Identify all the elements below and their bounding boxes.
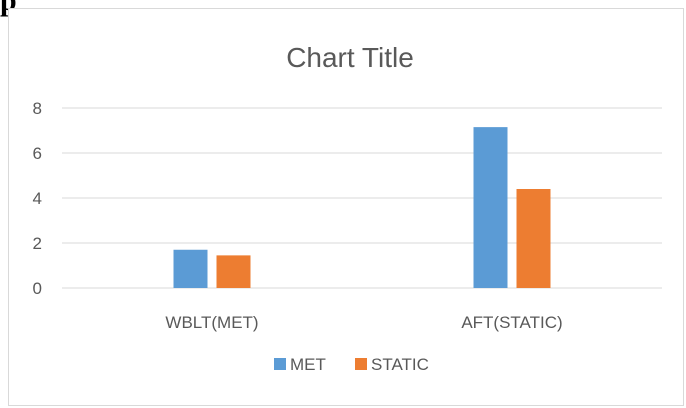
- y-axis-ticks: 0 2 4 6 8: [33, 99, 42, 298]
- gridlines: [62, 107, 662, 289]
- legend-label-static: STATIC: [371, 355, 429, 374]
- bars: [173, 127, 551, 288]
- category-labels: WBLT(MET) AFT(STATIC): [165, 313, 562, 332]
- y-tick-label: 8: [33, 99, 42, 118]
- bar-static-1[interactable]: [516, 189, 551, 288]
- legend: MET STATIC: [274, 355, 429, 374]
- bar-static-0[interactable]: [216, 255, 251, 288]
- y-tick-label: 2: [33, 234, 42, 253]
- chart-frame[interactable]: [8, 8, 684, 406]
- y-tick-label: 4: [33, 189, 42, 208]
- category-label: WBLT(MET): [165, 313, 258, 332]
- chart-title: Chart Title: [286, 42, 414, 73]
- bar-met-1[interactable]: [473, 127, 508, 288]
- y-tick-label: 6: [33, 144, 42, 163]
- legend-swatch-met: [274, 358, 286, 370]
- legend-swatch-static: [355, 358, 367, 370]
- legend-label-met: MET: [290, 355, 326, 374]
- y-tick-label: 0: [33, 279, 42, 298]
- category-label: AFT(STATIC): [461, 313, 562, 332]
- bar-met-0[interactable]: [173, 249, 208, 288]
